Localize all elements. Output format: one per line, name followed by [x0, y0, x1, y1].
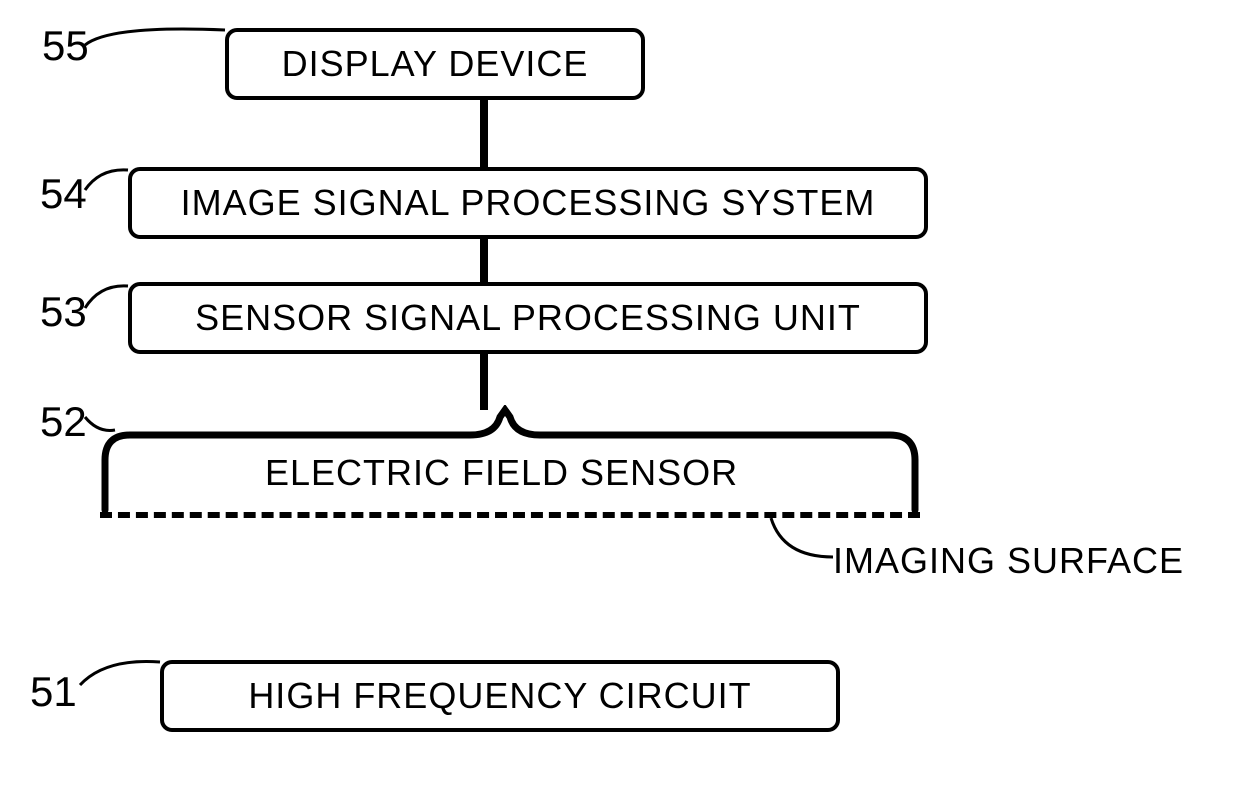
connector-55-54 — [480, 100, 488, 167]
sensor-signal-processing-box: SENSOR SIGNAL PROCESSING UNIT — [128, 282, 928, 354]
high-frequency-circuit-label: HIGH FREQUENCY CIRCUIT — [248, 675, 751, 717]
callout-55 — [80, 20, 230, 60]
display-device-label: DISPLAY DEVICE — [282, 43, 589, 85]
callout-53 — [80, 276, 135, 316]
block-id-51: 51 — [30, 668, 77, 716]
high-frequency-circuit-box: HIGH FREQUENCY CIRCUIT — [160, 660, 840, 732]
display-device-box: DISPLAY DEVICE — [225, 28, 645, 100]
image-signal-processing-label: IMAGE SIGNAL PROCESSING SYSTEM — [181, 182, 876, 224]
imaging-surface-callout — [763, 512, 843, 562]
callout-51 — [75, 650, 165, 695]
callout-54 — [80, 160, 135, 200]
image-signal-processing-box: IMAGE SIGNAL PROCESSING SYSTEM — [128, 167, 928, 239]
sensor-signal-processing-label: SENSOR SIGNAL PROCESSING UNIT — [195, 297, 861, 339]
connector-53-52 — [480, 354, 488, 410]
electric-field-sensor-label: ELECTRIC FIELD SENSOR — [265, 452, 738, 494]
imaging-surface-label: IMAGING SURFACE — [833, 540, 1184, 582]
connector-54-53 — [480, 239, 488, 283]
